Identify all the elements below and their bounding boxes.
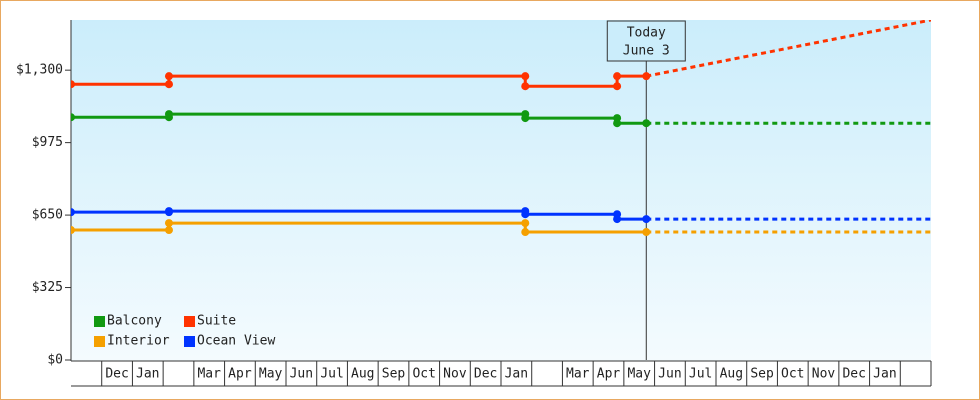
projection-line xyxy=(645,20,931,78)
legend-label: Ocean View xyxy=(197,334,275,349)
x-tick-label: Jan xyxy=(136,367,159,382)
price-point xyxy=(521,82,530,91)
price-point xyxy=(642,228,651,237)
legend-swatch xyxy=(94,316,105,327)
price-point xyxy=(613,215,622,224)
price-point xyxy=(521,228,530,237)
y-tick-label: $0 xyxy=(47,353,63,368)
x-tick-label: Mar xyxy=(197,367,221,382)
price-point xyxy=(164,110,173,119)
x-tick-label: Dec xyxy=(474,367,497,382)
price-point xyxy=(71,113,75,122)
price-point xyxy=(71,80,75,89)
price-point xyxy=(164,207,173,216)
x-tick-label: Jan xyxy=(505,367,528,382)
price-point xyxy=(613,72,622,81)
x-tick-label: Jan xyxy=(873,367,896,382)
price-point xyxy=(71,208,75,217)
x-tick-label: Aug xyxy=(720,367,743,382)
x-tick-label: Oct xyxy=(781,367,804,382)
today-label: Today xyxy=(627,26,666,41)
x-tick-label: Apr xyxy=(228,367,252,382)
price-point xyxy=(521,210,530,219)
x-tick-label: Dec xyxy=(105,367,128,382)
price-line xyxy=(71,221,647,234)
price-point xyxy=(521,114,530,123)
today-box xyxy=(606,20,686,62)
y-tick-label: $975 xyxy=(32,135,63,150)
x-tick-label: Jun xyxy=(290,367,313,382)
price-point xyxy=(164,219,173,228)
price-point xyxy=(613,82,622,91)
legend-label: Suite xyxy=(197,314,236,329)
price-point xyxy=(642,215,651,224)
price-point xyxy=(164,72,173,81)
legend-swatch xyxy=(184,316,195,327)
x-tick-label: Jul xyxy=(320,367,343,382)
x-tick-label: Dec xyxy=(842,367,865,382)
legend-swatch xyxy=(94,336,105,347)
x-tick-label: Aug xyxy=(351,367,374,382)
price-point xyxy=(613,119,622,128)
series-group xyxy=(71,20,931,237)
x-tick-label: Jul xyxy=(689,367,712,382)
x-tick-label: Mar xyxy=(566,367,590,382)
x-tick-label: Sep xyxy=(750,367,774,382)
price-point xyxy=(71,226,75,235)
y-tick-label: $1,300 xyxy=(16,63,63,78)
price-point xyxy=(521,219,530,228)
legend-label: Interior xyxy=(107,334,170,349)
x-tick-label: Sep xyxy=(382,367,406,382)
x-tick-label: May xyxy=(627,367,651,382)
x-tick-label: Jun xyxy=(658,367,681,382)
legend-label: Balcony xyxy=(107,314,162,329)
price-point xyxy=(642,119,651,128)
x-tick-label: Nov xyxy=(443,367,467,382)
x-tick-label: May xyxy=(259,367,283,382)
y-tick-label: $325 xyxy=(32,280,63,295)
plot-background xyxy=(71,20,931,361)
price-point xyxy=(521,72,530,81)
x-tick-label: Apr xyxy=(597,367,621,382)
x-tick-label: Oct xyxy=(412,367,435,382)
y-tick-label: $650 xyxy=(32,208,63,223)
x-tick-label: Nov xyxy=(812,367,836,382)
legend-swatch xyxy=(184,336,195,347)
price-point xyxy=(164,226,173,235)
today-label: June 3 xyxy=(623,44,670,59)
price-point xyxy=(642,72,651,81)
price-point xyxy=(164,80,173,89)
